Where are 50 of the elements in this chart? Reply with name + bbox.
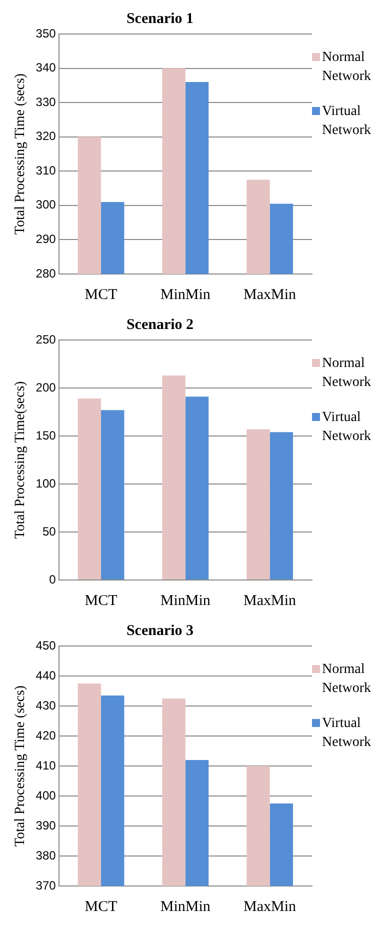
- y-tick-label: 200: [36, 380, 56, 394]
- bar: [78, 398, 102, 580]
- x-tick-label: MinMin: [160, 898, 211, 915]
- y-tick-label: 400: [36, 788, 56, 802]
- x-tick-label: MCT: [84, 286, 118, 303]
- y-tick-label: 330: [36, 94, 56, 109]
- bar: [246, 429, 270, 580]
- y-tick-label: 350: [36, 26, 56, 40]
- y-tick-label: 450: [36, 638, 56, 652]
- x-tick-label: MaxMin: [244, 592, 297, 609]
- bar: [162, 376, 186, 580]
- y-axis-title: Total Processing Time(secs): [13, 380, 28, 539]
- y-axis-title: Total Processing Time (secs): [13, 685, 28, 847]
- x-tick-label: MinMin: [160, 286, 211, 303]
- x-tick-label: MinMin: [160, 592, 211, 609]
- x-tick-label: MCT: [84, 592, 118, 609]
- y-tick-label: 310: [36, 163, 56, 178]
- y-tick-label: 420: [36, 728, 56, 742]
- y-tick-label: 100: [36, 476, 56, 490]
- legend-label: Virtual Network: [322, 715, 372, 752]
- chart-title: Scenario 2: [126, 316, 194, 333]
- bar: [185, 396, 209, 580]
- y-tick-label: 380: [36, 848, 56, 862]
- y-axis-title: Total Processing Time (secs): [13, 73, 28, 235]
- y-tick-label: 0: [49, 572, 56, 586]
- bar: [101, 410, 124, 580]
- legend-label: Normal Network: [322, 355, 372, 392]
- y-tick-label: 320: [36, 129, 56, 144]
- y-tick-label: 290: [36, 232, 56, 246]
- y-tick-label: 150: [36, 428, 56, 442]
- y-tick-label: 410: [36, 758, 56, 772]
- legend-label: Virtual Network: [322, 103, 372, 140]
- legend-label: Virtual Network: [322, 409, 372, 446]
- chart-title: Scenario 3: [126, 622, 194, 639]
- y-tick-label: 440: [36, 668, 56, 682]
- y-tick-label: 300: [36, 198, 56, 212]
- y-tick-label: 430: [36, 698, 56, 712]
- y-tick-label: 50: [42, 524, 56, 538]
- y-tick-label: 280: [36, 266, 56, 280]
- legend-label: Normal Network: [322, 49, 372, 86]
- y-tick-label: 390: [36, 818, 56, 832]
- x-tick-label: MCT: [84, 898, 118, 915]
- y-tick-label: 340: [36, 60, 56, 75]
- bar: [270, 432, 294, 580]
- y-tick-label: 370: [36, 878, 56, 892]
- y-tick-label: 250: [36, 332, 56, 346]
- legend-label: Normal Network: [322, 661, 372, 698]
- x-tick-label: MaxMin: [244, 286, 297, 303]
- x-tick-label: MaxMin: [244, 898, 297, 915]
- chart-title: Scenario 1: [126, 10, 194, 27]
